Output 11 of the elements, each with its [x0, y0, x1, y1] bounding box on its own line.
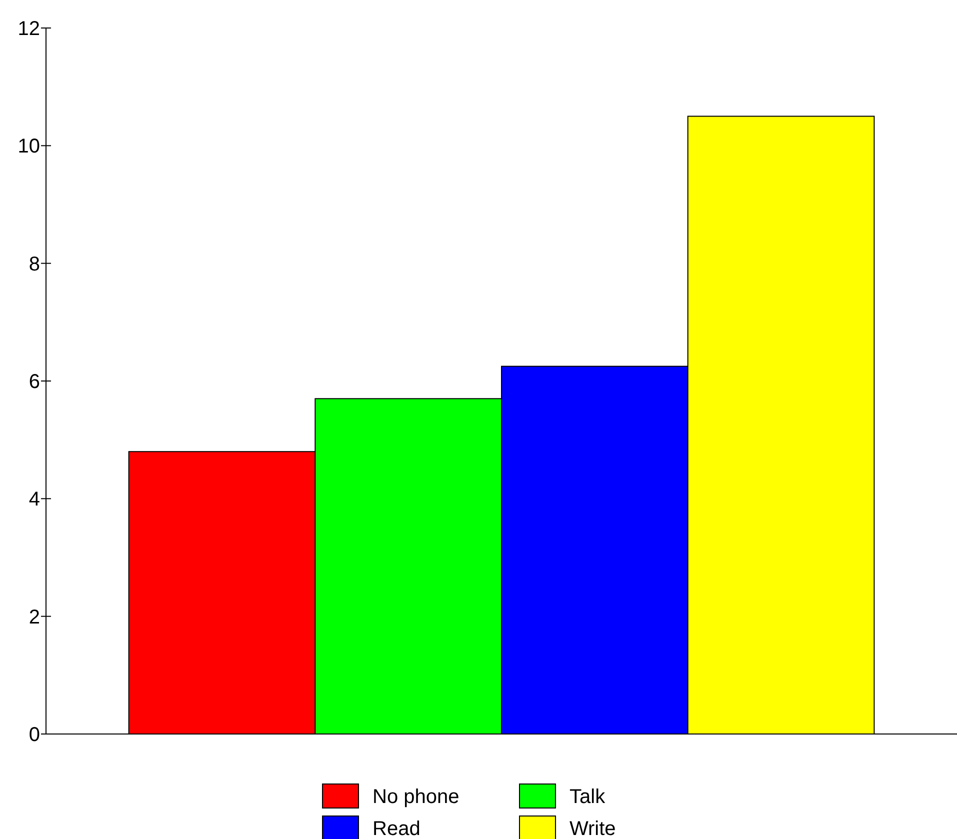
- y-tick-label: 4: [28, 488, 40, 511]
- y-tick-label: 2: [28, 606, 40, 628]
- legend-label: Read: [372, 818, 420, 839]
- legend-label: Talk: [570, 786, 606, 808]
- y-tick-label: 8: [28, 253, 40, 276]
- y-tick-label: 6: [28, 371, 40, 393]
- y-tick-label: 12: [18, 18, 40, 40]
- legend-label: No phone: [372, 786, 460, 808]
- y-tick-label: 0: [28, 724, 40, 746]
- legend-label: Write: [570, 818, 616, 839]
- y-tick-label: 10: [18, 136, 40, 158]
